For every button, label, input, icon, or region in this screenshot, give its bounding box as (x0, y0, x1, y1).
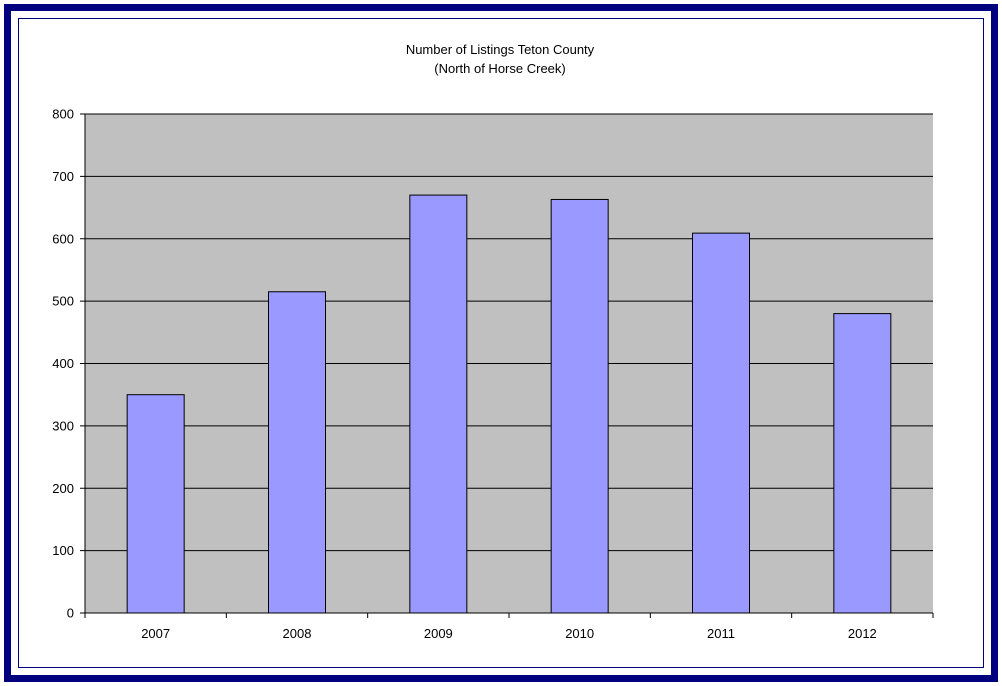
chart-subtitle: (North of Horse Creek) (434, 61, 565, 76)
bar-2007 (126, 394, 185, 614)
y-tick-label-100: 100 (52, 543, 74, 558)
y-axis-ticks: 0 100 200 300 400 500 600 700 800 (52, 107, 85, 621)
y-tick-label-600: 600 (52, 231, 74, 246)
x-axis-ticks: 2007 2008 2009 2010 2011 2012 (84, 613, 934, 641)
y-tick-label-700: 700 (52, 169, 74, 184)
x-tick-label-2009: 2009 (424, 626, 453, 641)
x-tick-label-2008: 2008 (283, 626, 312, 641)
x-tick-label-2010: 2010 (565, 626, 594, 641)
y-tick-label-200: 200 (52, 481, 74, 496)
x-tick-label-2007: 2007 (141, 626, 170, 641)
bar-2008 (268, 291, 326, 614)
x-tick-label-2011: 2011 (707, 626, 735, 641)
bar-2009 (409, 194, 468, 614)
chart-title: Number of Listings Teton County (406, 42, 595, 57)
y-tick-label-500: 500 (52, 294, 74, 309)
bar-2012 (833, 313, 892, 614)
bar-2011 (692, 232, 750, 614)
y-tick-label-400: 400 (52, 356, 74, 371)
y-tick-label-300: 300 (52, 418, 74, 433)
x-tick-label-2012: 2012 (848, 626, 877, 641)
bar-2010 (550, 198, 609, 614)
bars (126, 194, 892, 614)
y-tick-label-0: 0 (67, 606, 74, 621)
y-tick-label-800: 800 (52, 107, 74, 122)
gridlines (85, 113, 933, 552)
